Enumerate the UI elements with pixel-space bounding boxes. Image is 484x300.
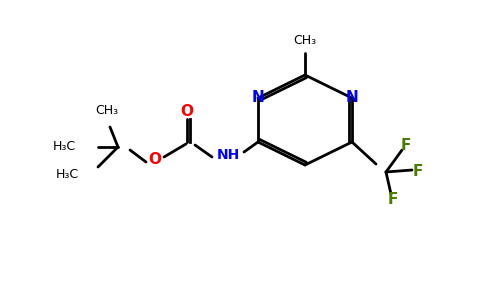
Text: N: N	[252, 91, 264, 106]
Text: O: O	[181, 103, 194, 118]
Text: N: N	[346, 91, 358, 106]
Text: F: F	[413, 164, 423, 179]
Text: NH: NH	[216, 148, 240, 162]
Text: H₃C: H₃C	[56, 167, 79, 181]
Text: CH₃: CH₃	[293, 34, 317, 46]
Text: F: F	[401, 137, 411, 152]
Text: H₃C: H₃C	[53, 140, 76, 154]
Text: F: F	[388, 193, 398, 208]
Text: CH₃: CH₃	[95, 103, 119, 116]
Text: O: O	[149, 152, 162, 167]
